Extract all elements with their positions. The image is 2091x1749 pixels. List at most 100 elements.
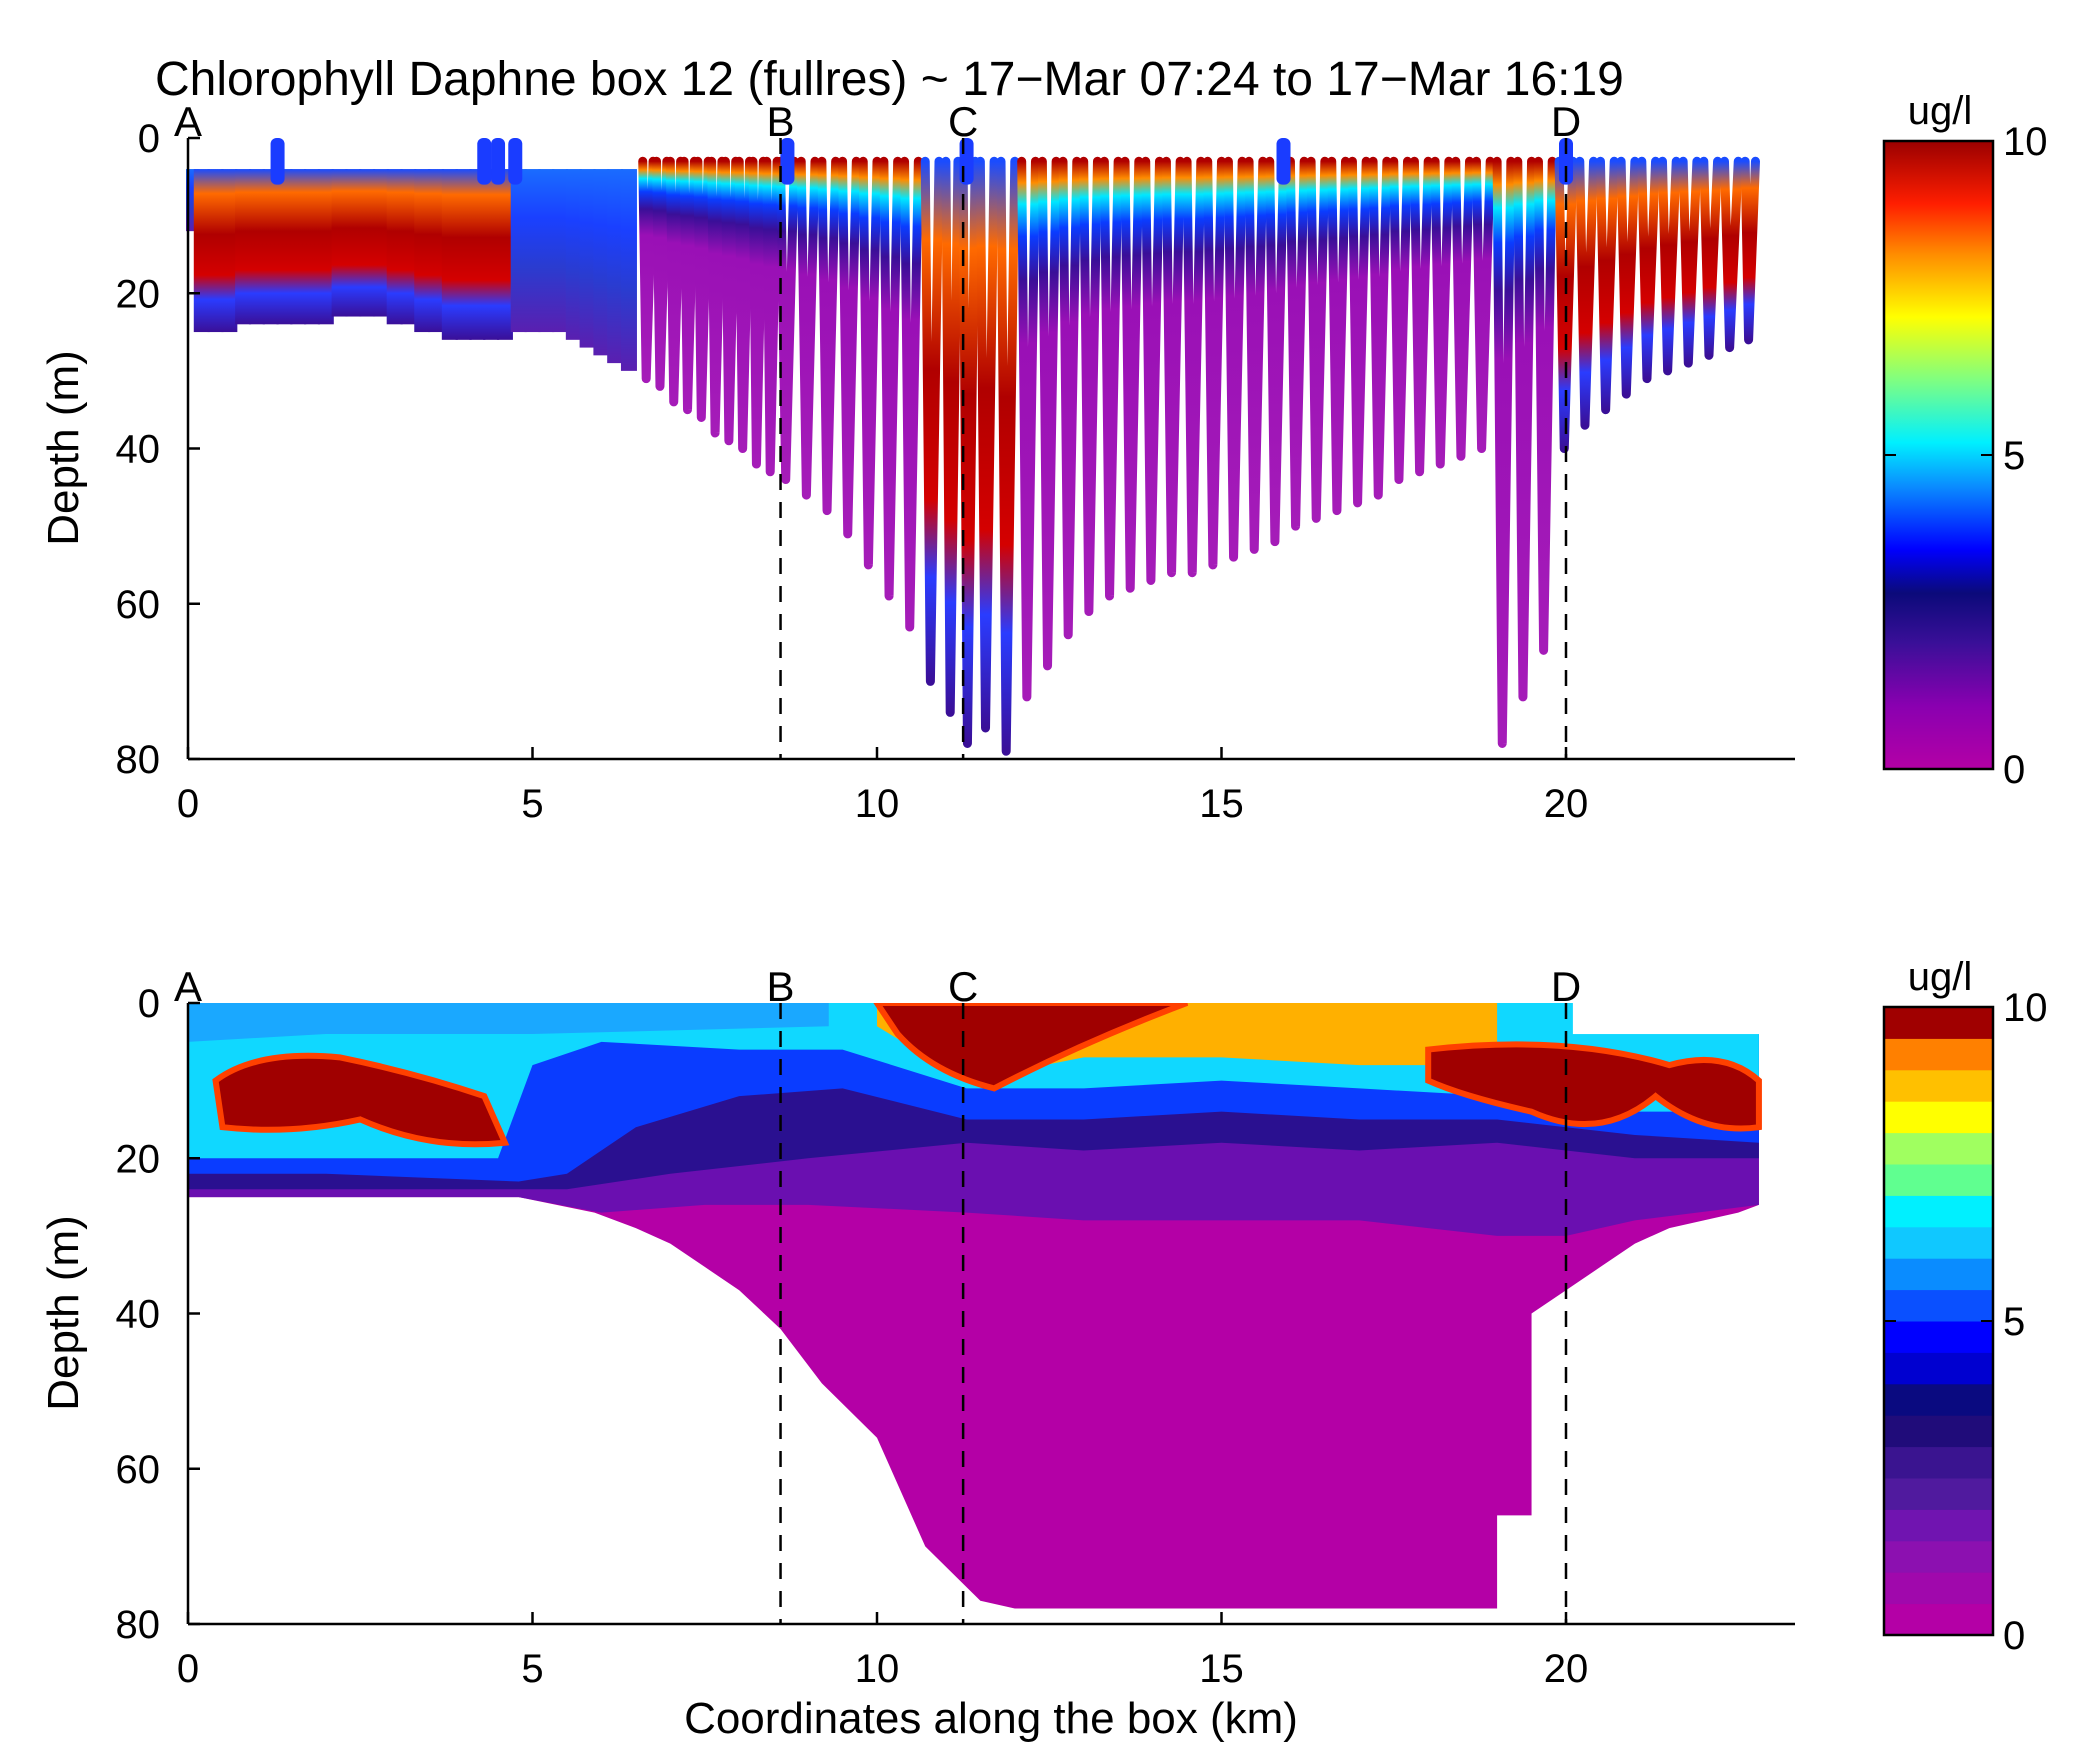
top-profile-trace <box>1141 156 1164 585</box>
top-profile-trace <box>1554 156 1578 453</box>
top-profile-trace <box>1533 156 1557 655</box>
top-x-tick-label: 20 <box>1544 782 1589 826</box>
top-profile-trace <box>796 156 820 500</box>
bottom-y-tick-label: 0 <box>138 982 160 1026</box>
top-profile-band <box>524 169 541 333</box>
top-y-tick-label: 40 <box>116 428 161 472</box>
top-profile-band <box>386 169 403 325</box>
top-profile-trace <box>900 156 923 632</box>
top-y-axis-label: Depth (m) <box>39 350 88 546</box>
bottom-x-tick-label: 0 <box>177 1647 199 1691</box>
bottom-colorbar-level <box>1884 1038 1993 1071</box>
bottom-marker-label-b: B <box>767 963 795 1010</box>
bottom-panel: 0 5 10 15 20 0 20 40 60 80 A B C D Depth (m) Coordin… <box>39 963 1796 1743</box>
top-profile-trace <box>1368 156 1392 500</box>
top-profile-trace <box>975 156 999 733</box>
top-profile-trace <box>817 156 841 516</box>
top-profile-band <box>207 169 224 333</box>
top-profile-trace <box>762 156 782 477</box>
top-profile-surface-spike <box>491 138 506 185</box>
top-profile-band <box>455 169 472 340</box>
top-colorbar-tick-label: 5 <box>2003 434 2025 478</box>
top-profile-trace <box>1637 156 1661 384</box>
top-profile-trace <box>679 156 699 415</box>
bottom-x-tick-label: 15 <box>1199 1647 1244 1691</box>
bottom-colorbar-level <box>1884 1164 1993 1196</box>
top-colorbar-ticks: 0 5 10 <box>1884 120 2048 792</box>
top-profile-band <box>565 169 582 340</box>
top-profile-surface-spike <box>508 138 523 185</box>
top-profile-trace <box>920 156 944 686</box>
top-profile-band <box>304 169 321 325</box>
top-profile-trace <box>1409 156 1433 477</box>
top-profile-band <box>428 169 445 333</box>
top-profile-band <box>262 169 279 325</box>
bottom-field-chl-max-west <box>212 1052 510 1148</box>
bottom-colorbar-level <box>1884 1478 1993 1510</box>
chart-title: Chlorophyll Daphne box 12 (fullres) ~ 17… <box>155 53 1624 106</box>
top-profile-trace <box>1740 156 1760 345</box>
bottom-field-gap-surface-east <box>1572 1003 1794 1035</box>
top-profile-trace <box>1719 156 1743 353</box>
top-marker-label-c: C <box>948 98 978 145</box>
top-y-tick-label: 60 <box>116 583 161 627</box>
top-profile-band <box>331 169 348 317</box>
top-profile-band <box>193 169 210 333</box>
top-colorbar: ug/l 0 5 10 <box>1882 89 2048 792</box>
top-profile-band <box>579 169 596 348</box>
top-profile-trace <box>838 156 861 539</box>
top-profile-trace <box>1595 156 1619 415</box>
bottom-y-tick-label: 40 <box>116 1293 161 1337</box>
top-colorbar-tick-label: 10 <box>2003 120 2048 164</box>
top-profile-band <box>276 169 293 325</box>
top-axes: 0 5 10 15 20 0 20 40 60 80 <box>116 117 1589 826</box>
top-profile-surface-spike <box>270 138 285 185</box>
bottom-y-tick-label: 80 <box>116 1603 161 1647</box>
top-profile-band <box>538 169 555 333</box>
bottom-contour-field <box>188 1003 1796 1623</box>
top-profile-trace <box>1037 156 1061 671</box>
top-profile-trace <box>858 156 882 570</box>
top-profile-band <box>359 169 376 317</box>
bottom-colorbar-level <box>1884 1446 1993 1479</box>
bottom-field-chl-max-east <box>1425 1041 1762 1132</box>
bottom-colorbar-level <box>1884 1069 1993 1102</box>
bottom-colorbar-level <box>1884 1289 1993 1322</box>
top-profile-trace <box>1327 156 1351 516</box>
bottom-colorbar-level <box>1884 1352 1993 1385</box>
bottom-colorbar-level <box>1884 1007 1993 1039</box>
bottom-colorbar-level <box>1884 1226 1993 1259</box>
top-profile-trace <box>720 156 741 446</box>
bottom-y-tick-label: 60 <box>116 1448 161 1492</box>
top-profile-band <box>290 169 307 325</box>
top-profile-trace <box>1389 156 1413 485</box>
top-profile-trace <box>1678 156 1702 368</box>
bottom-colorbar-level <box>1884 1321 1993 1353</box>
top-profile-trace <box>1182 156 1206 578</box>
bottom-y-tick-label: 20 <box>116 1137 161 1181</box>
bottom-x-tick-label: 5 <box>521 1647 543 1691</box>
top-colorbar-unit: ug/l <box>1908 89 1973 133</box>
top-profile-trace <box>748 156 768 469</box>
top-profiles <box>186 138 1760 756</box>
top-profile-trace <box>1430 156 1454 469</box>
top-profile-band <box>372 169 389 317</box>
top-profile-trace <box>1513 156 1537 702</box>
bottom-field-chl-max-center <box>873 1003 1189 1092</box>
top-colorbar-scale <box>1882 139 1995 771</box>
bottom-colorbar-level <box>1884 1383 1993 1416</box>
top-profile-trace <box>1347 156 1371 508</box>
top-y-tick-label: 0 <box>138 117 160 161</box>
top-profile-band <box>248 169 265 325</box>
top-profile-band <box>496 169 513 340</box>
top-profile-band <box>510 169 527 333</box>
top-profile-trace <box>879 156 903 601</box>
bottom-marker-label-d: D <box>1551 963 1581 1010</box>
top-profile-band <box>483 169 500 340</box>
top-profile-band <box>607 169 624 364</box>
top-profile-trace <box>1306 156 1330 523</box>
top-profile-trace <box>1616 156 1640 399</box>
top-profile-trace <box>1058 156 1082 640</box>
bottom-colorbar-tick-label: 0 <box>2003 1614 2025 1658</box>
top-profile-trace <box>1120 156 1144 593</box>
